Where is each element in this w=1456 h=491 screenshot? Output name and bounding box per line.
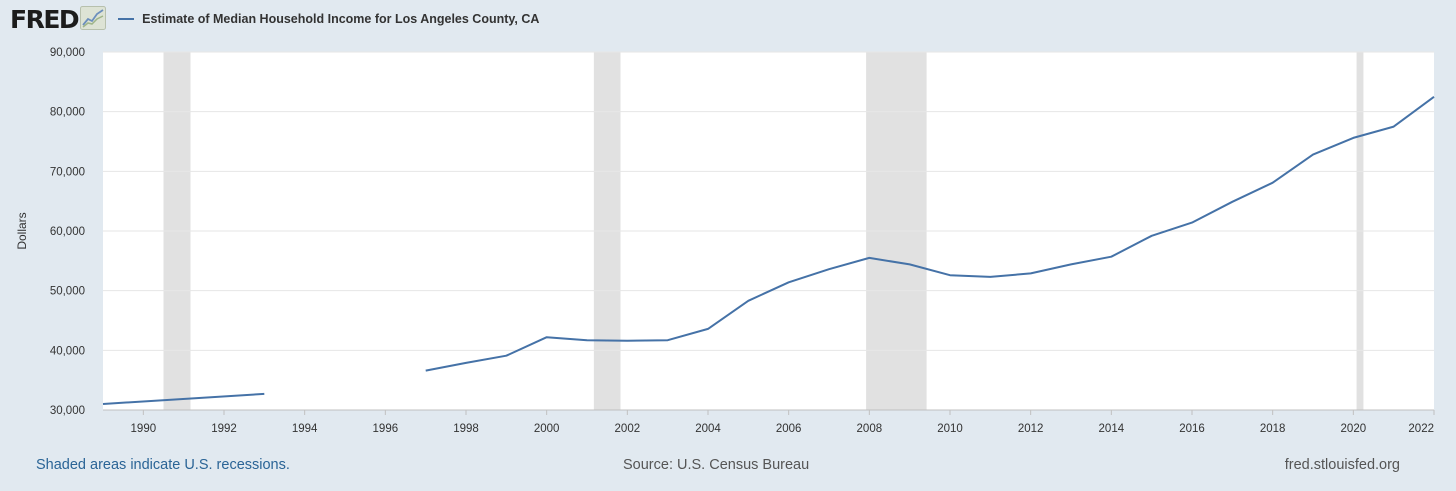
x-tick-label: 2018 (1260, 423, 1286, 435)
y-tick-label: 70,000 (50, 166, 85, 178)
chart-header: FRED Estimate of Median Household Income… (10, 4, 539, 34)
x-tick-label: 2016 (1179, 423, 1205, 435)
x-tick-label: 2020 (1341, 423, 1367, 435)
x-tick-label: 2004 (695, 423, 721, 435)
chart-line-icon (80, 5, 107, 35)
x-tick-label: 2022 (1408, 423, 1434, 435)
x-tick-label: 1990 (131, 423, 157, 435)
y-tick-label: 60,000 (50, 226, 85, 238)
y-axis-label: Dollars (15, 212, 29, 249)
site-link[interactable]: fred.stlouisfed.org (1284, 457, 1400, 473)
x-tick-label: 2006 (776, 423, 802, 435)
x-tick-label: 2008 (857, 423, 883, 435)
x-tick-label: 2002 (615, 423, 641, 435)
y-tick-label: 90,000 (50, 47, 85, 59)
x-tick-label: 1992 (211, 423, 237, 435)
series-line (425, 95, 1435, 372)
x-tick-label: 2000 (534, 423, 560, 435)
y-tick-label: 40,000 (50, 345, 85, 357)
x-tick-label: 2012 (1018, 423, 1044, 435)
x-tick-label: 2014 (1099, 423, 1125, 435)
y-tick-label: 80,000 (50, 107, 85, 119)
y-tick-label: 30,000 (50, 405, 85, 417)
y-tick-label: 50,000 (50, 286, 85, 298)
x-tick-label: 2010 (937, 423, 963, 435)
source-note: Source: U.S. Census Bureau (623, 457, 810, 473)
x-tick-label: 1998 (453, 423, 479, 435)
series-line (102, 392, 265, 405)
recession-note[interactable]: Shaded areas indicate U.S. recessions. (36, 457, 290, 473)
legend-line-marker (118, 18, 135, 20)
x-tick-label: 1996 (373, 423, 399, 435)
fred-logo[interactable]: FRED (10, 4, 80, 34)
x-tick-label: 1994 (292, 423, 318, 435)
chart-title: Estimate of Median Household Income for … (142, 12, 540, 26)
